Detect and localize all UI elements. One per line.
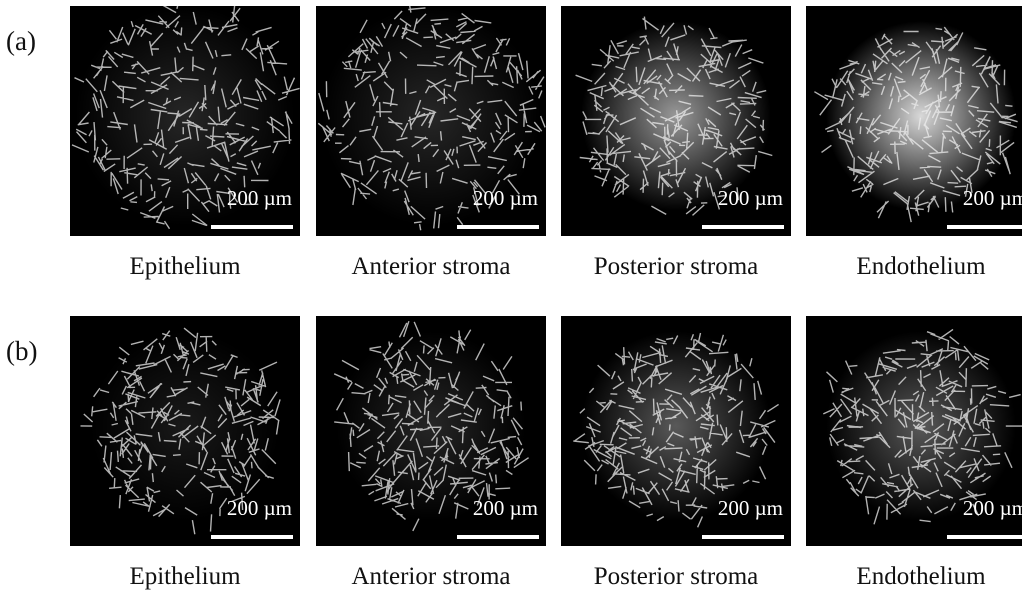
scale-label: 200 µm	[718, 496, 783, 521]
panel-label: (b)	[6, 336, 37, 367]
caption: Anterior stroma	[311, 563, 551, 591]
scale-label: 200 µm	[227, 496, 292, 521]
image: 200 µm	[561, 316, 791, 546]
scale-bar	[211, 225, 293, 229]
scale-label: 200 µm	[227, 186, 292, 211]
image: 200 µm	[316, 316, 546, 546]
scale-bar	[702, 225, 784, 229]
image: 200 µm	[806, 6, 1022, 236]
image: 200 µm	[561, 6, 791, 236]
caption: Endothelium	[801, 253, 1022, 281]
scale-bar	[947, 225, 1022, 229]
image: 200 µm	[70, 6, 300, 236]
caption: Endothelium	[801, 563, 1022, 591]
image: 200 µm	[316, 6, 546, 236]
scale-label: 200 µm	[473, 186, 538, 211]
scale-bar	[211, 535, 293, 539]
scale-label: 200 µm	[718, 186, 783, 211]
scale-label: 200 µm	[473, 496, 538, 521]
caption: Posterior stroma	[556, 563, 796, 591]
scale-label: 200 µm	[963, 496, 1022, 521]
image: 200 µm	[806, 316, 1022, 546]
caption: Posterior stroma	[556, 253, 796, 281]
figure: {"panels": [ {"label": "(a)", "images": …	[0, 0, 1022, 594]
caption: Anterior stroma	[311, 253, 551, 281]
scale-bar	[947, 535, 1022, 539]
caption: Epithelium	[65, 253, 305, 281]
image: 200 µm	[70, 316, 300, 546]
caption: Epithelium	[65, 563, 305, 591]
scale-label: 200 µm	[963, 186, 1022, 211]
panel-label: (a)	[6, 26, 36, 57]
scale-bar	[702, 535, 784, 539]
scale-bar	[457, 225, 539, 229]
scale-bar	[457, 535, 539, 539]
